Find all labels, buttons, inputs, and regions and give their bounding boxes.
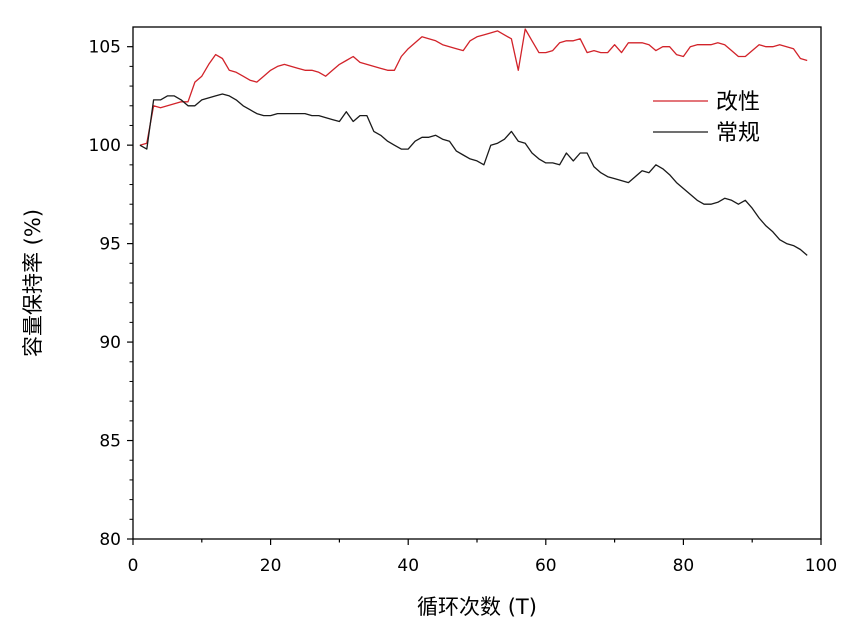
legend-label-1: 改性 — [716, 90, 760, 115]
x-axis-title: 循环次数 (T) — [417, 595, 537, 619]
y-tick-label: 90 — [99, 333, 121, 353]
legend-label-2: 常规 — [716, 121, 760, 146]
ticks-layer: 0 20 40 60 80 100 80 85 90 95 100 105 — [89, 38, 838, 576]
series-layer — [139, 28, 808, 256]
y-tick-label: 95 — [99, 235, 121, 255]
series-line-2 — [139, 93, 808, 256]
x-tick-label: 80 — [673, 556, 695, 576]
y-tick-label: 105 — [89, 38, 121, 58]
y-tick-label: 80 — [99, 530, 121, 550]
y-axis-title: 容量保持率 (%) — [21, 209, 45, 357]
x-tick-label: 100 — [805, 556, 837, 576]
x-tick-label: 0 — [128, 556, 139, 576]
y-tick-label: 85 — [99, 432, 121, 452]
x-tick-label: 20 — [260, 556, 282, 576]
x-tick-label: 40 — [397, 556, 419, 576]
series-line-1 — [139, 28, 808, 146]
x-tick-label: 60 — [535, 556, 557, 576]
y-tick-label: 100 — [89, 136, 121, 156]
